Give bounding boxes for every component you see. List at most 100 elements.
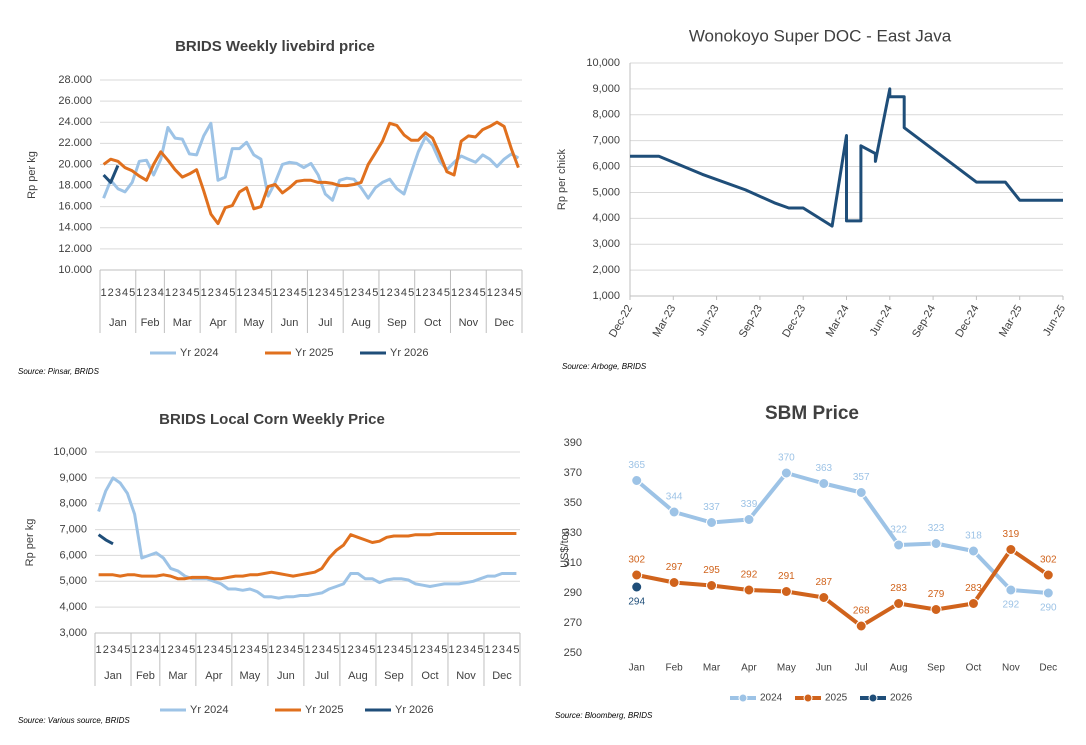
week-label: 3 — [355, 644, 361, 656]
y-tick-label: 8,000 — [592, 109, 620, 121]
week-label: 3 — [175, 644, 181, 656]
x-tick-label: Sep-23 — [737, 303, 765, 340]
week-label: 1 — [376, 644, 382, 656]
data-point — [743, 514, 755, 525]
series-line — [98, 532, 517, 581]
data-point — [1042, 587, 1054, 599]
month-label: Mar — [168, 670, 187, 682]
month-label: Jul — [315, 670, 329, 682]
y-tick-label: 16.000 — [58, 201, 92, 213]
legend-label: Yr 2026 — [395, 704, 434, 716]
legend-label: Yr 2025 — [305, 704, 344, 716]
source-note: Source: Various source, BRIDS — [18, 716, 130, 725]
week-label: 5 — [261, 644, 267, 656]
week-label: 4 — [365, 287, 371, 299]
y-tick-label: 10,000 — [53, 446, 87, 458]
y-tick-label: 18.000 — [58, 179, 92, 191]
data-point — [1005, 584, 1017, 596]
y-tick-label: 7,000 — [592, 135, 620, 147]
week-label: 1 — [96, 644, 102, 656]
x-tick-label: Jan — [629, 663, 645, 674]
data-label: 292 — [1003, 600, 1020, 611]
week-label: 1 — [101, 287, 107, 299]
week-label: 2 — [387, 287, 393, 299]
week-label: 2 — [240, 644, 246, 656]
y-axis-label: Rp per kg — [24, 519, 36, 567]
month-label: Jan — [104, 670, 122, 682]
week-label: 5 — [229, 287, 235, 299]
week-label: 2 — [312, 644, 318, 656]
x-tick-label: Mar — [703, 663, 721, 674]
week-label: 1 — [132, 644, 138, 656]
week-label: 1 — [308, 287, 314, 299]
y-tick-label: 3,000 — [592, 238, 620, 250]
week-label: 3 — [146, 644, 152, 656]
data-point — [631, 581, 643, 593]
week-label: 2 — [456, 644, 462, 656]
week-label: 1 — [487, 287, 493, 299]
month-label: May — [239, 670, 260, 682]
week-label: 1 — [415, 287, 421, 299]
x-tick-label: Aug — [890, 663, 908, 674]
legend-marker — [803, 693, 813, 703]
week-label: 5 — [444, 287, 450, 299]
week-label: 4 — [186, 287, 192, 299]
data-label: 287 — [815, 577, 832, 588]
week-label: 3 — [115, 287, 121, 299]
y-tick-label: 10.000 — [58, 264, 92, 276]
month-label: Jul — [318, 317, 332, 329]
x-tick-label: Jun-23 — [695, 303, 722, 338]
data-label: 318 — [965, 531, 982, 542]
week-label: 1 — [136, 287, 142, 299]
week-label: 4 — [158, 287, 164, 299]
data-point — [893, 539, 905, 551]
week-label: 1 — [165, 287, 171, 299]
month-label: Apr — [209, 317, 226, 329]
y-tick-label: 14.000 — [58, 222, 92, 234]
data-point — [668, 577, 680, 588]
week-label: 3 — [251, 287, 257, 299]
week-label: 5 — [301, 287, 307, 299]
series-line — [102, 120, 520, 226]
week-label: 3 — [211, 644, 217, 656]
y-tick-label: 24.000 — [58, 116, 92, 128]
x-tick-label: Nov — [1002, 663, 1020, 674]
data-label: 279 — [928, 589, 945, 600]
week-label: 2 — [351, 287, 357, 299]
week-label: 1 — [304, 644, 310, 656]
y-axis-label: Rp per kg — [26, 151, 38, 199]
y-tick-label: 370 — [564, 467, 582, 479]
week-label: 5 — [477, 644, 483, 656]
month-label: Nov — [456, 670, 476, 682]
y-tick-label: 250 — [564, 647, 582, 659]
y-tick-label: 2,000 — [592, 264, 620, 276]
week-label: 2 — [458, 287, 464, 299]
x-tick-label: Dec-23 — [780, 303, 808, 340]
week-label: 4 — [290, 644, 296, 656]
data-point — [668, 506, 680, 518]
x-tick-label: Jul — [855, 663, 868, 674]
data-point — [818, 592, 830, 603]
week-label: 5 — [189, 644, 195, 656]
y-tick-label: 28.000 — [58, 74, 92, 86]
week-label: 2 — [420, 644, 426, 656]
y-tick-label: 330 — [564, 527, 582, 539]
data-point — [631, 475, 643, 486]
week-label: 4 — [434, 644, 440, 656]
legend-label: Yr 2026 — [390, 347, 429, 359]
x-tick-label: Dec-24 — [953, 303, 981, 340]
week-label: 2 — [492, 644, 498, 656]
data-label: 323 — [928, 523, 945, 534]
week-label: 2 — [204, 644, 210, 656]
data-label: 365 — [628, 460, 645, 471]
month-label: Jun — [277, 670, 295, 682]
x-tick-label: Mar-25 — [997, 303, 1025, 339]
month-label: Feb — [136, 670, 155, 682]
week-label: 5 — [408, 287, 414, 299]
week-label: 4 — [326, 644, 332, 656]
month-label: Jan — [109, 317, 127, 329]
week-label: 4 — [508, 287, 514, 299]
week-label: 3 — [430, 287, 436, 299]
week-label: 4 — [117, 644, 123, 656]
